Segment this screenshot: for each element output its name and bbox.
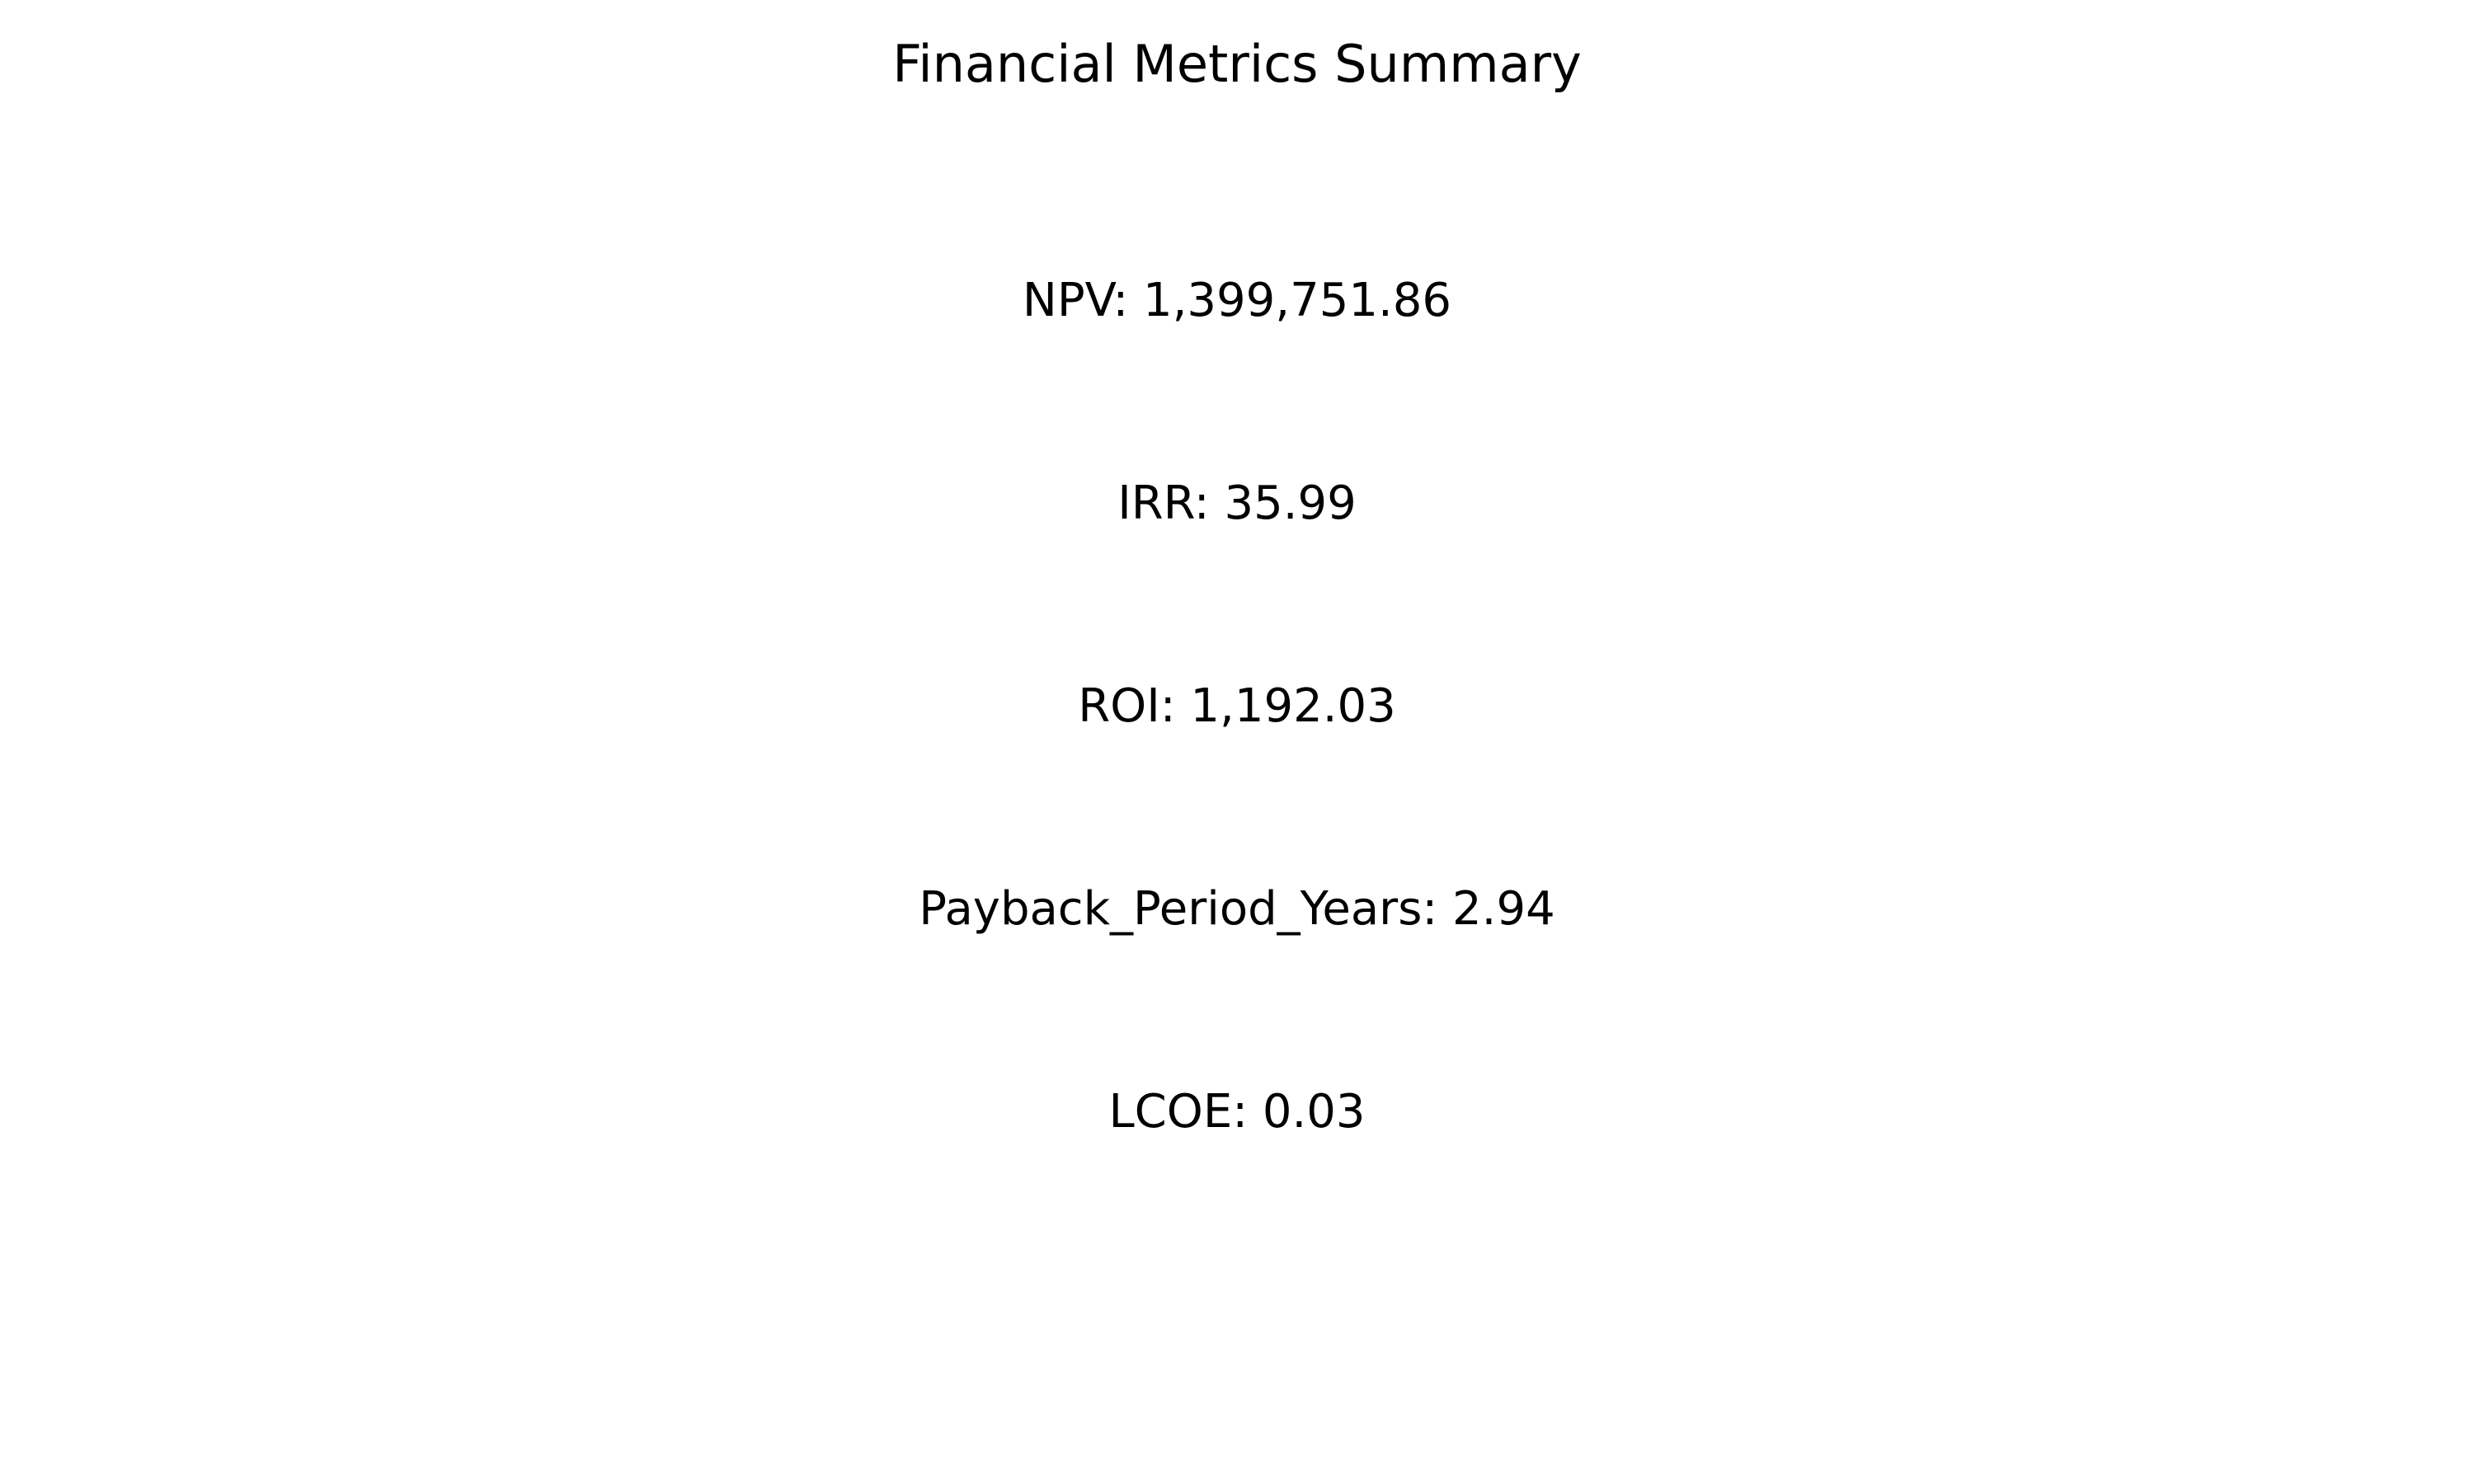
page-title: Financial Metrics Summary <box>892 34 1582 94</box>
metric-irr: IRR: 35.99 <box>1117 477 1357 530</box>
metric-lcoe: LCOE: 0.03 <box>1108 1085 1366 1139</box>
metric-npv: NPV: 1,399,751.86 <box>1022 274 1452 327</box>
metric-roi: ROI: 1,192.03 <box>1078 679 1396 733</box>
metric-payback-period: Payback_Period_Years: 2.94 <box>919 882 1555 936</box>
